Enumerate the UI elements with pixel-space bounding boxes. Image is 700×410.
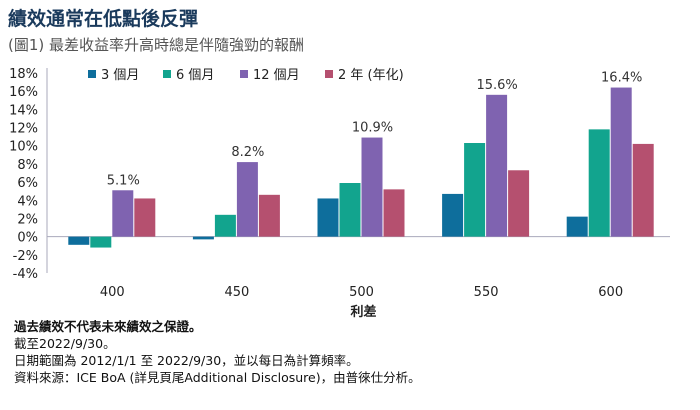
- bar-2 年 (年化): [508, 170, 530, 237]
- bar-3 個月: [442, 193, 464, 237]
- legend-label: 6 個月: [176, 68, 214, 83]
- legend-swatch: [240, 70, 248, 78]
- disclaimer: 過去績效不代表未來績效之保證。: [14, 319, 202, 334]
- bar-3 個月: [68, 236, 90, 245]
- bar-chart: 18% 16% 14% 12% 10% 8% 6% 4% 2% 0% -2% -4% 400 5.1% 45…: [9, 67, 670, 320]
- bar-2 年 (年化): [632, 143, 654, 237]
- as-of-date: 截至2022/9/30。: [14, 336, 116, 351]
- x-tick-label: 450: [224, 285, 249, 300]
- bar-2 年 (年化): [134, 198, 156, 237]
- y-tick-label: 8%: [17, 158, 38, 173]
- bar-2 年 (年化): [258, 194, 280, 237]
- bar-12 個月: [486, 94, 508, 237]
- x-axis-label: 利差: [350, 304, 376, 320]
- bar-6 個月: [588, 129, 610, 237]
- bar-3 個月: [317, 198, 339, 237]
- bar-12 個月: [610, 87, 632, 237]
- bar-12 個月: [236, 162, 258, 237]
- y-tick-label: -4%: [13, 267, 38, 282]
- x-tick-label: 600: [598, 285, 623, 300]
- page-title: 績效通常在低點後反彈: [8, 8, 199, 30]
- y-tick-label: 16%: [9, 85, 38, 100]
- y-tick-label: 0%: [17, 231, 38, 246]
- data-label: 15.6%: [476, 78, 517, 93]
- y-tick-label: 6%: [17, 176, 38, 191]
- y-tick-label: 14%: [9, 103, 38, 118]
- x-tick-label: 500: [349, 285, 374, 300]
- bar-2 年 (年化): [383, 189, 405, 237]
- legend-swatch: [88, 70, 96, 78]
- legend-label: 12 個月: [253, 68, 300, 83]
- bar-6 個月: [464, 143, 486, 237]
- y-tick-label: 4%: [17, 194, 38, 209]
- x-tick-label: 400: [100, 285, 125, 300]
- y-tick-label: 2%: [17, 212, 38, 227]
- y-tick-label: 12%: [9, 122, 38, 137]
- chart-subtitle: (圖1) 最差收益率升高時總是伴隨強勁的報酬: [8, 36, 305, 54]
- bar-6 個月: [90, 236, 112, 248]
- data-label: 16.4%: [601, 71, 642, 86]
- legend-label: 2 年 (年化): [338, 68, 404, 83]
- bar-3 個月: [192, 236, 214, 240]
- bar-6 個月: [214, 214, 236, 237]
- legend-label: 3 個月: [101, 68, 139, 83]
- y-tick-label: 18%: [9, 67, 38, 82]
- y-tick-label: 10%: [9, 140, 38, 155]
- bar-12 個月: [361, 137, 383, 237]
- bar-3 個月: [566, 216, 588, 237]
- x-tick-label: 550: [474, 285, 499, 300]
- source: 資料來源：ICE BoA (詳見頁尾Additional Disclosure)…: [14, 370, 421, 385]
- bar-12 個月: [112, 190, 134, 237]
- date-range: 日期範圍為 2012/1/1 至 2022/9/30，並以每日為計算頻率。: [14, 353, 359, 368]
- data-label: 8.2%: [231, 145, 264, 160]
- legend-swatch: [325, 70, 333, 78]
- notes: 過去績效不代表未來績效之保證。 截至2022/9/30。 日期範圍為 2012/…: [14, 318, 421, 386]
- bar-6 個月: [339, 183, 361, 237]
- data-label: 5.1%: [107, 173, 140, 188]
- legend-swatch: [163, 70, 171, 78]
- y-tick-label: -2%: [13, 249, 38, 264]
- data-label: 10.9%: [352, 121, 393, 136]
